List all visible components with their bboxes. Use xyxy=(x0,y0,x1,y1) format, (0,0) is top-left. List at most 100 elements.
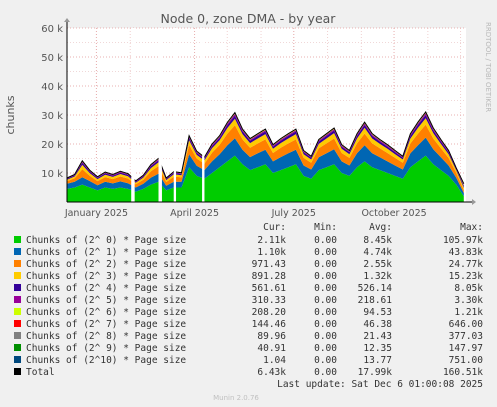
legend-swatch xyxy=(14,320,21,327)
legend-value: 24.77k xyxy=(449,259,484,270)
legend-header: Avg: xyxy=(369,222,392,233)
legend-value: 971.43 xyxy=(252,259,286,270)
legend-swatch xyxy=(14,368,21,375)
legend-value: 0.00 xyxy=(314,367,337,378)
y-tick-label: 10 k xyxy=(41,169,63,180)
y-tick-label: 50 k xyxy=(41,53,63,64)
legend-header: Min: xyxy=(314,222,337,233)
legend-value: 646.00 xyxy=(449,319,484,330)
data-gap-mask xyxy=(131,28,135,202)
legend-value: 0.00 xyxy=(314,343,337,354)
legend-value: 144.46 xyxy=(252,319,287,330)
x-tick-labels: January 2025 April 2025 July 2025 October 2… xyxy=(64,208,427,219)
legend-value: 526.14 xyxy=(358,283,393,294)
legend-value: 218.61 xyxy=(358,295,393,306)
legend-value: 0.00 xyxy=(314,355,337,366)
legend-value: 43.83k xyxy=(449,247,484,258)
legend-value: 0.00 xyxy=(314,283,337,294)
area-series-1 xyxy=(67,137,464,197)
area-series-3 xyxy=(67,118,464,191)
legend-value: 3.30k xyxy=(454,295,483,306)
area-series-2 xyxy=(67,124,464,193)
legend-swatch xyxy=(14,260,21,267)
legend-value: 0.00 xyxy=(314,295,337,306)
legend-value: 147.97 xyxy=(449,343,483,354)
legend-swatch xyxy=(14,356,21,363)
x-tick-label: January 2025 xyxy=(64,208,128,219)
legend-value: 1.04 xyxy=(263,355,286,366)
legend-label: Chunks of (2^ 3) * Page size xyxy=(26,271,186,282)
munin-version: Munin 2.0.76 xyxy=(213,394,259,402)
legend-value: 751.00 xyxy=(449,355,484,366)
legend-label: Chunks of (2^ 2) * Page size xyxy=(26,259,186,270)
legend-value: 0.00 xyxy=(314,247,337,258)
legend-value: 21.43 xyxy=(363,331,392,342)
legend-value: 8.05k xyxy=(454,283,483,294)
total-line-group xyxy=(66,28,465,202)
legend: Cur: Min: Avg: Max: Chunks of (2^ 0) * Page … xyxy=(14,222,483,378)
legend-label: Chunks of (2^ 4) * Page size xyxy=(26,283,186,294)
legend-value: 1.10k xyxy=(257,247,286,258)
legend-swatch xyxy=(14,344,21,351)
data-gap-mask xyxy=(173,28,177,202)
legend-value: 0.00 xyxy=(314,307,337,318)
y-tick-label: 20 k xyxy=(41,140,63,151)
x-tick-label: October 2025 xyxy=(361,208,426,219)
legend-value: 891.28 xyxy=(252,271,287,282)
y-tick-labels: 10 k 20 k 30 k 40 k 50 k 60 k xyxy=(41,24,63,180)
legend-value: 94.53 xyxy=(363,307,392,318)
data-gap-mask xyxy=(202,28,205,202)
y-tick-label: 60 k xyxy=(41,24,63,35)
legend-value: 46.38 xyxy=(363,319,392,330)
rrdtool-watermark: RRDTOOL / TOBI OETIKER xyxy=(484,22,492,112)
legend-value: 0.00 xyxy=(314,331,337,342)
legend-value: 8.45k xyxy=(363,235,392,246)
legend-label: Chunks of (2^ 1) * Page size xyxy=(26,247,186,258)
legend-value: 0.00 xyxy=(314,319,337,330)
legend-value: 160.51k xyxy=(443,367,483,378)
legend-value: 40.91 xyxy=(257,343,286,354)
legend-value: 6.43k xyxy=(257,367,286,378)
legend-value: 12.35 xyxy=(363,343,392,354)
legend-value: 1.21k xyxy=(454,307,483,318)
legend-value: 0.00 xyxy=(314,271,337,282)
legend-header: Cur: xyxy=(263,222,286,233)
legend-value: 0.00 xyxy=(314,259,337,270)
y-axis-arrow xyxy=(64,18,70,22)
legend-swatch xyxy=(14,272,21,279)
legend-swatch xyxy=(14,248,21,255)
axes xyxy=(64,18,476,205)
legend-swatch xyxy=(14,296,21,303)
legend-label: Chunks of (2^10) * Page size xyxy=(26,355,186,366)
legend-swatch xyxy=(14,284,21,291)
last-update: Last update: Sat Dec 6 01:00:08 2025 xyxy=(277,379,483,390)
legend-label: Chunks of (2^ 5) * Page size xyxy=(26,295,186,306)
legend-value: 377.03 xyxy=(449,331,483,342)
legend-value: 17.99k xyxy=(358,367,393,378)
legend-value: 2.11k xyxy=(257,235,286,246)
y-axis-label: chunks xyxy=(4,95,17,134)
legend-label: Chunks of (2^ 6) * Page size xyxy=(26,307,186,318)
y-tick-label: 30 k xyxy=(41,111,63,122)
legend-value: 15.23k xyxy=(449,271,484,282)
legend-swatch xyxy=(14,308,21,315)
legend-value: 208.20 xyxy=(252,307,287,318)
legend-value: 105.97k xyxy=(443,235,483,246)
legend-label: Chunks of (2^ 8) * Page size xyxy=(26,331,186,342)
legend-swatch xyxy=(14,236,21,243)
data-gap-mask xyxy=(158,28,162,202)
legend-value: 13.77 xyxy=(363,355,392,366)
legend-header: Max: xyxy=(460,222,483,233)
legend-value: 561.61 xyxy=(252,283,287,294)
legend-value: 0.00 xyxy=(314,235,337,246)
legend-value: 4.74k xyxy=(363,247,392,258)
legend-label: Chunks of (2^ 9) * Page size xyxy=(26,343,186,354)
legend-value: 1.32k xyxy=(363,271,392,282)
legend-value: 2.55k xyxy=(363,259,392,270)
x-tick-label: April 2025 xyxy=(170,208,219,219)
x-tick-label: July 2025 xyxy=(271,208,316,219)
legend-swatch xyxy=(14,332,21,339)
chart-title: Node 0, zone DMA - by year xyxy=(161,11,337,26)
legend-label: Total xyxy=(26,367,55,378)
